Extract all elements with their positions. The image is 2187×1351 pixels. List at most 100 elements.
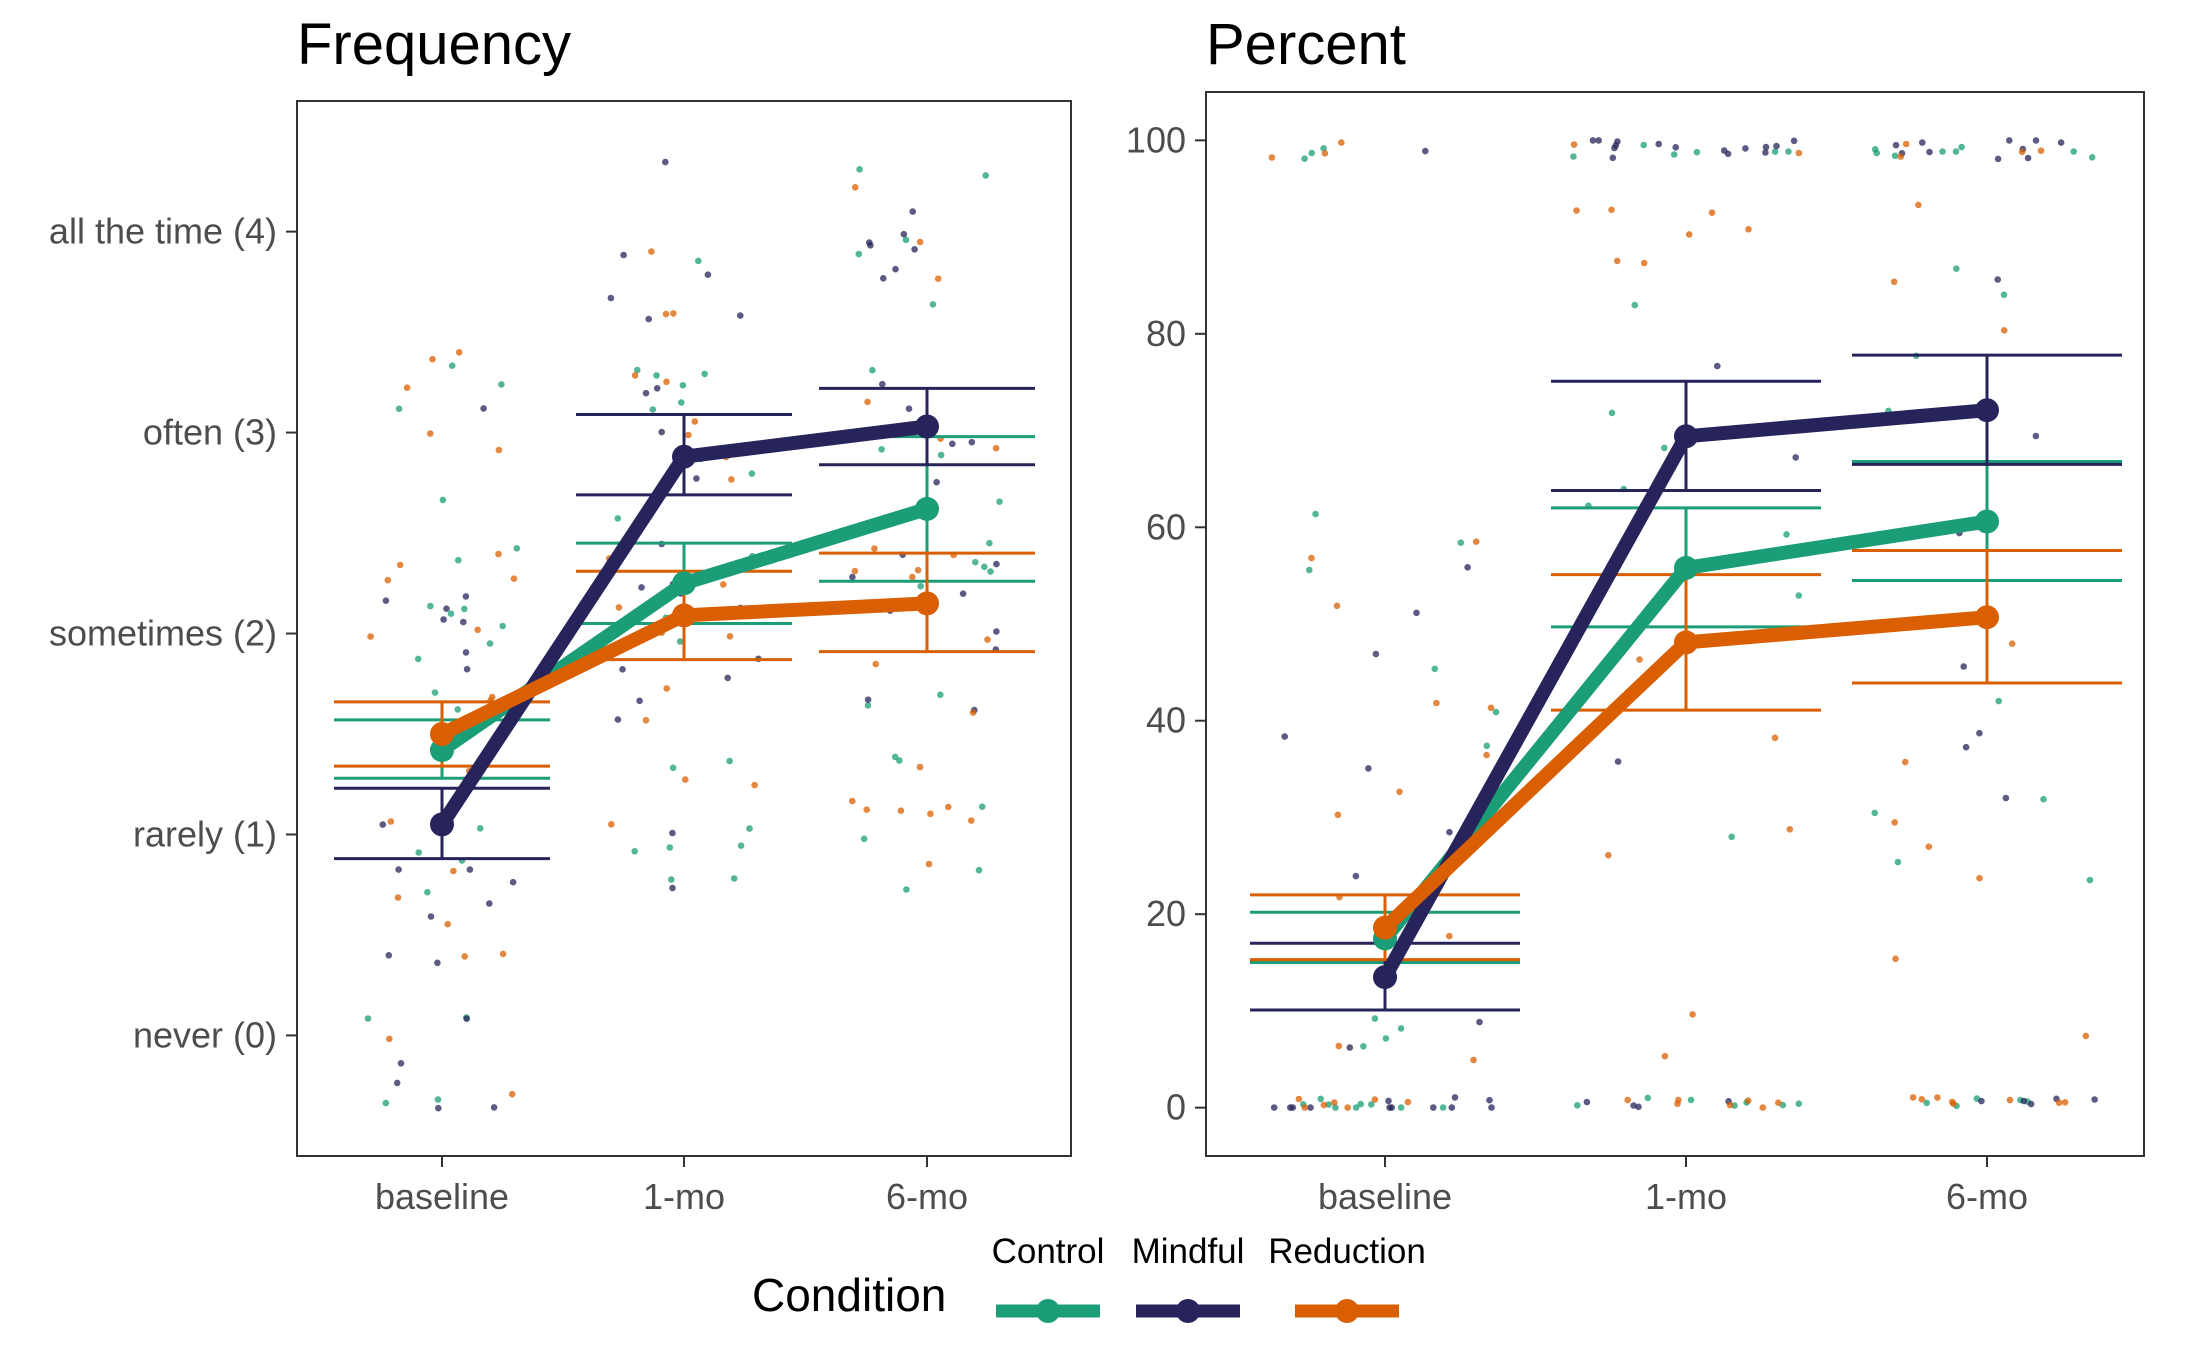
percent-point-control-1-mo [1640,141,1647,149]
frequency-point-control-6-mo [975,866,983,874]
legend-key-point-control [1036,1299,1060,1323]
frequency-point-control-1-mo [746,825,753,832]
frequency-point-mindful-baseline [509,878,517,886]
frequency-point-control-1-mo [666,844,674,851]
frequency-point-mindful-6-mo [968,438,976,446]
frequency-point-reduction-1-mo [670,310,677,317]
percent-point-mindful-6-mo [2020,1097,2028,1105]
percent-point-control-baseline [1368,1101,1375,1108]
frequency-mean-point-reduction-baseline [430,722,454,746]
frequency-point-reduction-1-mo [631,372,639,379]
percent-point-mindful-baseline [1451,1094,1459,1101]
percent-point-mindful-1-mo [1720,147,1728,154]
frequency-point-control-6-mo [981,563,988,571]
percent-point-control-baseline [1312,510,1319,518]
percent-point-control-baseline [1352,1104,1360,1111]
percent-point-control-1-mo [1608,409,1616,417]
frequency-point-control-baseline [427,602,434,610]
percent-point-reduction-baseline [1338,139,1345,146]
percent-point-reduction-baseline [1446,932,1453,940]
frequency-point-control-baseline [455,556,462,564]
percent-point-reduction-baseline [1295,1095,1303,1103]
frequency-point-control-1-mo [634,366,641,374]
frequency-mean-point-mindful-1-mo [672,444,696,469]
frequency-point-reduction-1-mo [685,431,692,439]
percent-point-control-6-mo [1939,148,1946,155]
percent-point-control-baseline [1360,1043,1367,1050]
frequency-point-reduction-baseline [455,349,463,356]
percent-mean-point-control-1-mo [1674,555,1698,580]
percent-point-control-6-mo [1953,265,1960,273]
percent-point-mindful-baseline [1464,564,1471,571]
percent-mean-point-mindful-baseline [1373,965,1397,990]
frequency-point-mindful-1-mo [636,697,643,705]
frequency-y-tick-label-often-3: often (3) [143,412,277,453]
frequency-mean-point-control-6-mo [915,496,939,521]
percent-point-control-1-mo [1570,153,1577,160]
frequency-point-reduction-baseline [396,561,404,569]
percent-point-control-baseline [1457,539,1465,546]
percent-point-mindful-6-mo [1962,743,1970,751]
frequency-point-control-1-mo [748,470,756,477]
frequency-point-reduction-6-mo [914,566,922,574]
percent-mean-point-reduction-1-mo [1674,630,1698,655]
percent-point-mindful-baseline [1448,1104,1456,1111]
frequency-mean-point-mindful-6-mo [915,414,939,439]
percent-point-reduction-baseline [1268,154,1276,161]
frequency-point-control-6-mo [860,835,868,843]
frequency-point-reduction-baseline [495,550,502,558]
percent-plot-border [1205,91,2145,1157]
percent-point-mindful-baseline [1365,765,1372,772]
percent-point-reduction-baseline [1334,811,1342,819]
percent-y-tick-label-60: 60 [1146,506,1186,547]
percent-point-reduction-6-mo [1948,1098,1956,1106]
frequency-point-control-1-mo [653,372,660,379]
frequency-point-reduction-1-mo [726,633,734,640]
percent-point-control-1-mo [1574,1102,1581,1109]
frequency-point-mindful-1-mo [724,674,731,682]
frequency-point-mindful-6-mo [911,246,918,253]
percent-point-control-1-mo [1783,531,1790,538]
frequency-point-control-1-mo [669,764,677,772]
frequency-point-mindful-baseline [460,618,467,626]
frequency-point-mindful-baseline [462,649,470,656]
percent-point-control-6-mo [2088,154,2096,161]
percent-point-reduction-6-mo [1934,1094,1941,1101]
percent-y-tick-label-20: 20 [1146,893,1186,934]
frequency-point-control-1-mo [679,382,687,389]
frequency-point-mindful-baseline [490,1104,498,1111]
frequency-point-reduction-6-mo [864,398,871,406]
percent-point-control-6-mo [1958,143,1965,151]
frequency-point-mindful-6-mo [993,628,1000,635]
percent-point-reduction-6-mo [1976,874,1983,882]
frequency-point-mindful-baseline [443,605,450,612]
frequency-point-reduction-1-mo [728,476,735,483]
percent-point-mindful-1-mo [1614,138,1621,145]
frequency-point-control-6-mo [902,236,910,244]
frequency-x-tick-label-6-mo: 6-mo [886,1176,968,1217]
percent-point-mindful-6-mo [1976,729,1983,737]
percent-point-reduction-6-mo [1891,819,1898,826]
frequency-point-reduction-6-mo [925,860,933,868]
percent-point-reduction-baseline [1487,704,1495,712]
percent-point-mindful-baseline [1446,828,1453,836]
frequency-point-mindful-6-mo [866,239,873,246]
frequency-point-control-baseline [439,496,447,504]
percent-point-mindful-6-mo [1892,141,1900,149]
frequency-point-control-baseline [424,888,431,896]
percent-point-reduction-baseline [1396,788,1403,796]
percent-point-mindful-baseline [1289,1104,1297,1111]
percent-point-reduction-1-mo [1605,851,1612,859]
frequency-point-reduction-baseline [495,446,503,454]
frequency-point-control-6-mo [986,539,993,547]
frequency-point-mindful-6-mo [949,440,956,448]
percent-point-reduction-6-mo [2037,147,2045,154]
percent-point-control-1-mo [1785,148,1792,155]
percent-y-tick-label-0: 0 [1166,1087,1186,1128]
percent-point-reduction-1-mo [1636,656,1643,663]
percent-point-mindful-1-mo [1589,137,1597,144]
legend-label-reduction: Reduction [1268,1232,1426,1271]
frequency-point-mindful-baseline [486,900,493,907]
percent-point-reduction-1-mo [1786,826,1794,833]
frequency-point-reduction-6-mo [872,660,880,668]
